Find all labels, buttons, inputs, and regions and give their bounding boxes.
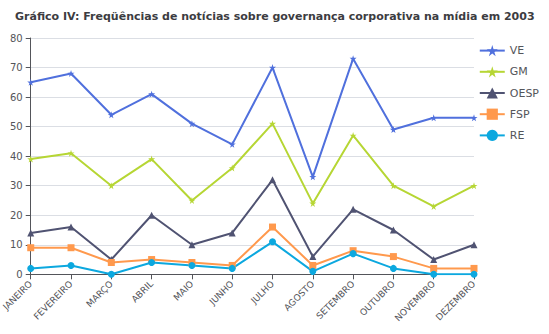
svg-text:30: 30 xyxy=(10,180,23,191)
svg-text:GM: GM xyxy=(510,65,528,78)
svg-text:0: 0 xyxy=(16,269,22,280)
svg-text:50: 50 xyxy=(10,121,23,132)
svg-text:JULHO: JULHO xyxy=(248,279,276,307)
svg-text:OUTUBRO: OUTUBRO xyxy=(358,279,397,318)
svg-text:ABRIL: ABRIL xyxy=(130,279,156,305)
svg-text:70: 70 xyxy=(10,62,23,73)
svg-text:DEZEMBRO: DEZEMBRO xyxy=(434,279,478,323)
svg-text:10: 10 xyxy=(10,239,23,250)
svg-text:MARÇO: MARÇO xyxy=(84,279,114,309)
svg-text:80: 80 xyxy=(10,33,23,44)
svg-text:FEVEREIRO: FEVEREIRO xyxy=(32,279,75,322)
svg-text:Gráfico IV: Freqüências de not: Gráfico IV: Freqüências de notícias sobr… xyxy=(15,10,535,23)
svg-text:JUNHO: JUNHO xyxy=(207,279,236,308)
svg-text:OESP: OESP xyxy=(510,87,540,100)
svg-text:SETEMBRO: SETEMBRO xyxy=(314,279,356,321)
svg-text:NOVEMBRO: NOVEMBRO xyxy=(393,279,437,323)
svg-text:60: 60 xyxy=(10,92,23,103)
svg-text:FSP: FSP xyxy=(510,108,530,121)
svg-text:RE: RE xyxy=(510,129,525,142)
svg-text:40: 40 xyxy=(10,151,23,162)
svg-text:AGOSTO: AGOSTO xyxy=(282,279,316,313)
svg-text:JANEIRO: JANEIRO xyxy=(0,279,34,313)
svg-text:MAIO: MAIO xyxy=(172,279,196,303)
svg-text:20: 20 xyxy=(10,210,23,221)
svg-text:VE: VE xyxy=(510,44,525,57)
